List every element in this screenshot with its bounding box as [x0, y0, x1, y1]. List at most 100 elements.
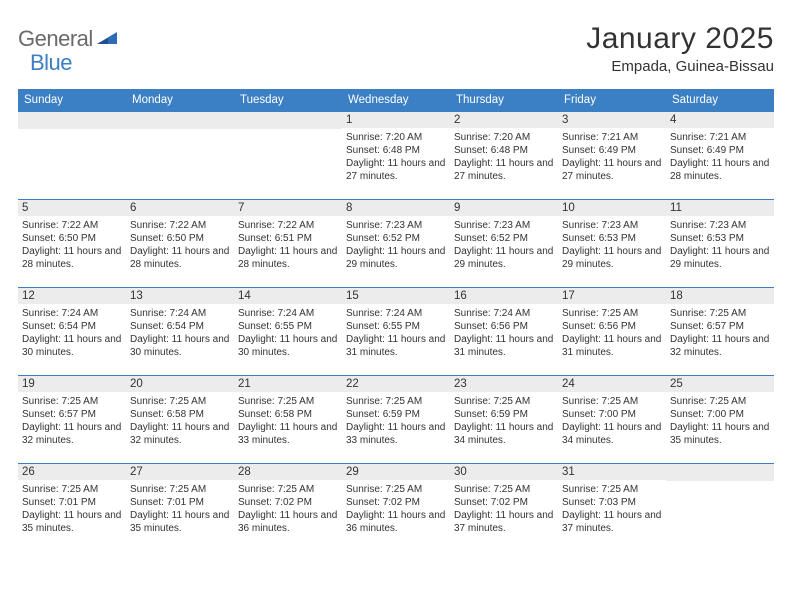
day-cell: 8Sunrise: 7:23 AMSunset: 6:52 PMDaylight…	[342, 200, 450, 288]
day-cell: 18Sunrise: 7:25 AMSunset: 6:57 PMDayligh…	[666, 288, 774, 376]
date-number: 15	[342, 288, 450, 304]
date-number: 30	[450, 464, 558, 480]
day-details: Sunrise: 7:25 AMSunset: 6:58 PMDaylight:…	[126, 392, 234, 449]
day-details: Sunrise: 7:24 AMSunset: 6:56 PMDaylight:…	[450, 304, 558, 361]
title-block: January 2025 Empada, Guinea-Bissau	[586, 22, 774, 75]
date-number: 9	[450, 200, 558, 216]
day-details: Sunrise: 7:25 AMSunset: 7:01 PMDaylight:…	[126, 480, 234, 537]
day-details: Sunrise: 7:23 AMSunset: 6:53 PMDaylight:…	[558, 216, 666, 273]
day-header-friday: Friday	[558, 89, 666, 112]
day-details: Sunrise: 7:22 AMSunset: 6:50 PMDaylight:…	[18, 216, 126, 273]
header: General January 2025 Empada, Guinea-Biss…	[18, 22, 774, 75]
date-number: 28	[234, 464, 342, 480]
day-details: Sunrise: 7:25 AMSunset: 6:57 PMDaylight:…	[666, 304, 774, 361]
day-cell: 29Sunrise: 7:25 AMSunset: 7:02 PMDayligh…	[342, 464, 450, 552]
day-cell: 14Sunrise: 7:24 AMSunset: 6:55 PMDayligh…	[234, 288, 342, 376]
empty-date-bar	[18, 112, 126, 129]
day-cell: 1Sunrise: 7:20 AMSunset: 6:48 PMDaylight…	[342, 112, 450, 200]
date-number: 17	[558, 288, 666, 304]
day-cell	[126, 112, 234, 200]
day-header-saturday: Saturday	[666, 89, 774, 112]
day-cell: 2Sunrise: 7:20 AMSunset: 6:48 PMDaylight…	[450, 112, 558, 200]
day-details: Sunrise: 7:21 AMSunset: 6:49 PMDaylight:…	[666, 128, 774, 185]
date-number: 14	[234, 288, 342, 304]
day-details: Sunrise: 7:25 AMSunset: 7:02 PMDaylight:…	[234, 480, 342, 537]
day-cell: 28Sunrise: 7:25 AMSunset: 7:02 PMDayligh…	[234, 464, 342, 552]
date-number: 10	[558, 200, 666, 216]
day-details: Sunrise: 7:24 AMSunset: 6:54 PMDaylight:…	[126, 304, 234, 361]
day-details: Sunrise: 7:25 AMSunset: 7:01 PMDaylight:…	[18, 480, 126, 537]
day-details: Sunrise: 7:21 AMSunset: 6:49 PMDaylight:…	[558, 128, 666, 185]
date-number: 8	[342, 200, 450, 216]
day-cell	[18, 112, 126, 200]
date-number: 12	[18, 288, 126, 304]
empty-date-bar	[666, 464, 774, 481]
logo: General	[18, 26, 121, 52]
day-cell: 25Sunrise: 7:25 AMSunset: 7:00 PMDayligh…	[666, 376, 774, 464]
day-cell: 15Sunrise: 7:24 AMSunset: 6:55 PMDayligh…	[342, 288, 450, 376]
date-number: 29	[342, 464, 450, 480]
day-cell: 5Sunrise: 7:22 AMSunset: 6:50 PMDaylight…	[18, 200, 126, 288]
day-details: Sunrise: 7:24 AMSunset: 6:55 PMDaylight:…	[234, 304, 342, 361]
date-number: 11	[666, 200, 774, 216]
date-number: 16	[450, 288, 558, 304]
day-cell: 27Sunrise: 7:25 AMSunset: 7:01 PMDayligh…	[126, 464, 234, 552]
week-row: 26Sunrise: 7:25 AMSunset: 7:01 PMDayligh…	[18, 464, 774, 552]
empty-date-bar	[234, 112, 342, 129]
day-details: Sunrise: 7:25 AMSunset: 6:59 PMDaylight:…	[342, 392, 450, 449]
date-number: 20	[126, 376, 234, 392]
calendar-body: 1Sunrise: 7:20 AMSunset: 6:48 PMDaylight…	[18, 112, 774, 552]
day-cell: 7Sunrise: 7:22 AMSunset: 6:51 PMDaylight…	[234, 200, 342, 288]
day-cell	[666, 464, 774, 552]
logo-word2: Blue	[30, 50, 72, 75]
day-header-wednesday: Wednesday	[342, 89, 450, 112]
day-details: Sunrise: 7:20 AMSunset: 6:48 PMDaylight:…	[342, 128, 450, 185]
week-row: 12Sunrise: 7:24 AMSunset: 6:54 PMDayligh…	[18, 288, 774, 376]
date-number: 6	[126, 200, 234, 216]
day-details: Sunrise: 7:25 AMSunset: 6:57 PMDaylight:…	[18, 392, 126, 449]
date-number: 31	[558, 464, 666, 480]
date-number: 22	[342, 376, 450, 392]
day-details: Sunrise: 7:23 AMSunset: 6:52 PMDaylight:…	[450, 216, 558, 273]
day-cell: 24Sunrise: 7:25 AMSunset: 7:00 PMDayligh…	[558, 376, 666, 464]
logo-word2-wrap: Blue	[30, 50, 72, 76]
calendar-table: SundayMondayTuesdayWednesdayThursdayFrid…	[18, 89, 774, 552]
day-cell: 13Sunrise: 7:24 AMSunset: 6:54 PMDayligh…	[126, 288, 234, 376]
day-details: Sunrise: 7:23 AMSunset: 6:53 PMDaylight:…	[666, 216, 774, 273]
week-row: 5Sunrise: 7:22 AMSunset: 6:50 PMDaylight…	[18, 200, 774, 288]
day-cell: 26Sunrise: 7:25 AMSunset: 7:01 PMDayligh…	[18, 464, 126, 552]
day-cell: 10Sunrise: 7:23 AMSunset: 6:53 PMDayligh…	[558, 200, 666, 288]
date-number: 24	[558, 376, 666, 392]
day-details: Sunrise: 7:22 AMSunset: 6:51 PMDaylight:…	[234, 216, 342, 273]
day-details: Sunrise: 7:24 AMSunset: 6:54 PMDaylight:…	[18, 304, 126, 361]
day-header-monday: Monday	[126, 89, 234, 112]
date-number: 21	[234, 376, 342, 392]
date-number: 2	[450, 112, 558, 128]
day-details: Sunrise: 7:24 AMSunset: 6:55 PMDaylight:…	[342, 304, 450, 361]
date-number: 25	[666, 376, 774, 392]
day-details: Sunrise: 7:25 AMSunset: 7:02 PMDaylight:…	[342, 480, 450, 537]
day-cell	[234, 112, 342, 200]
day-header-tuesday: Tuesday	[234, 89, 342, 112]
date-number: 18	[666, 288, 774, 304]
date-number: 3	[558, 112, 666, 128]
date-number: 4	[666, 112, 774, 128]
day-details: Sunrise: 7:25 AMSunset: 6:58 PMDaylight:…	[234, 392, 342, 449]
day-details: Sunrise: 7:25 AMSunset: 7:00 PMDaylight:…	[558, 392, 666, 449]
day-cell: 19Sunrise: 7:25 AMSunset: 6:57 PMDayligh…	[18, 376, 126, 464]
day-cell: 30Sunrise: 7:25 AMSunset: 7:02 PMDayligh…	[450, 464, 558, 552]
day-header-sunday: Sunday	[18, 89, 126, 112]
date-number: 5	[18, 200, 126, 216]
day-cell: 4Sunrise: 7:21 AMSunset: 6:49 PMDaylight…	[666, 112, 774, 200]
day-details: Sunrise: 7:25 AMSunset: 6:56 PMDaylight:…	[558, 304, 666, 361]
day-details: Sunrise: 7:20 AMSunset: 6:48 PMDaylight:…	[450, 128, 558, 185]
day-cell: 6Sunrise: 7:22 AMSunset: 6:50 PMDaylight…	[126, 200, 234, 288]
date-number: 13	[126, 288, 234, 304]
day-cell: 11Sunrise: 7:23 AMSunset: 6:53 PMDayligh…	[666, 200, 774, 288]
week-row: 1Sunrise: 7:20 AMSunset: 6:48 PMDaylight…	[18, 112, 774, 200]
day-cell: 20Sunrise: 7:25 AMSunset: 6:58 PMDayligh…	[126, 376, 234, 464]
day-cell: 12Sunrise: 7:24 AMSunset: 6:54 PMDayligh…	[18, 288, 126, 376]
day-cell: 17Sunrise: 7:25 AMSunset: 6:56 PMDayligh…	[558, 288, 666, 376]
day-header-thursday: Thursday	[450, 89, 558, 112]
location-label: Empada, Guinea-Bissau	[586, 58, 774, 75]
